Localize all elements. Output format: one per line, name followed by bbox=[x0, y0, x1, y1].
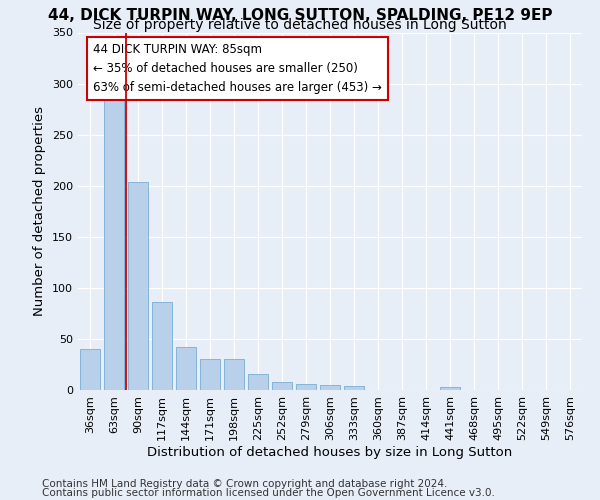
Text: 44 DICK TURPIN WAY: 85sqm
← 35% of detached houses are smaller (250)
63% of semi: 44 DICK TURPIN WAY: 85sqm ← 35% of detac… bbox=[93, 43, 382, 94]
Bar bbox=[296, 384, 316, 390]
Bar bbox=[344, 386, 364, 390]
Text: Contains HM Land Registry data © Crown copyright and database right 2024.: Contains HM Land Registry data © Crown c… bbox=[42, 479, 448, 489]
Bar bbox=[200, 360, 220, 390]
Bar bbox=[272, 382, 292, 390]
Bar bbox=[320, 385, 340, 390]
X-axis label: Distribution of detached houses by size in Long Sutton: Distribution of detached houses by size … bbox=[148, 446, 512, 458]
Bar bbox=[152, 302, 172, 390]
Bar bbox=[80, 349, 100, 390]
Text: 44, DICK TURPIN WAY, LONG SUTTON, SPALDING, PE12 9EP: 44, DICK TURPIN WAY, LONG SUTTON, SPALDI… bbox=[48, 8, 552, 22]
Text: Size of property relative to detached houses in Long Sutton: Size of property relative to detached ho… bbox=[93, 18, 507, 32]
Bar bbox=[440, 387, 460, 390]
Text: Contains public sector information licensed under the Open Government Licence v3: Contains public sector information licen… bbox=[42, 488, 495, 498]
Y-axis label: Number of detached properties: Number of detached properties bbox=[34, 106, 46, 316]
Bar bbox=[176, 347, 196, 390]
Bar bbox=[248, 374, 268, 390]
Bar bbox=[104, 94, 124, 390]
Bar bbox=[224, 360, 244, 390]
Bar bbox=[128, 182, 148, 390]
